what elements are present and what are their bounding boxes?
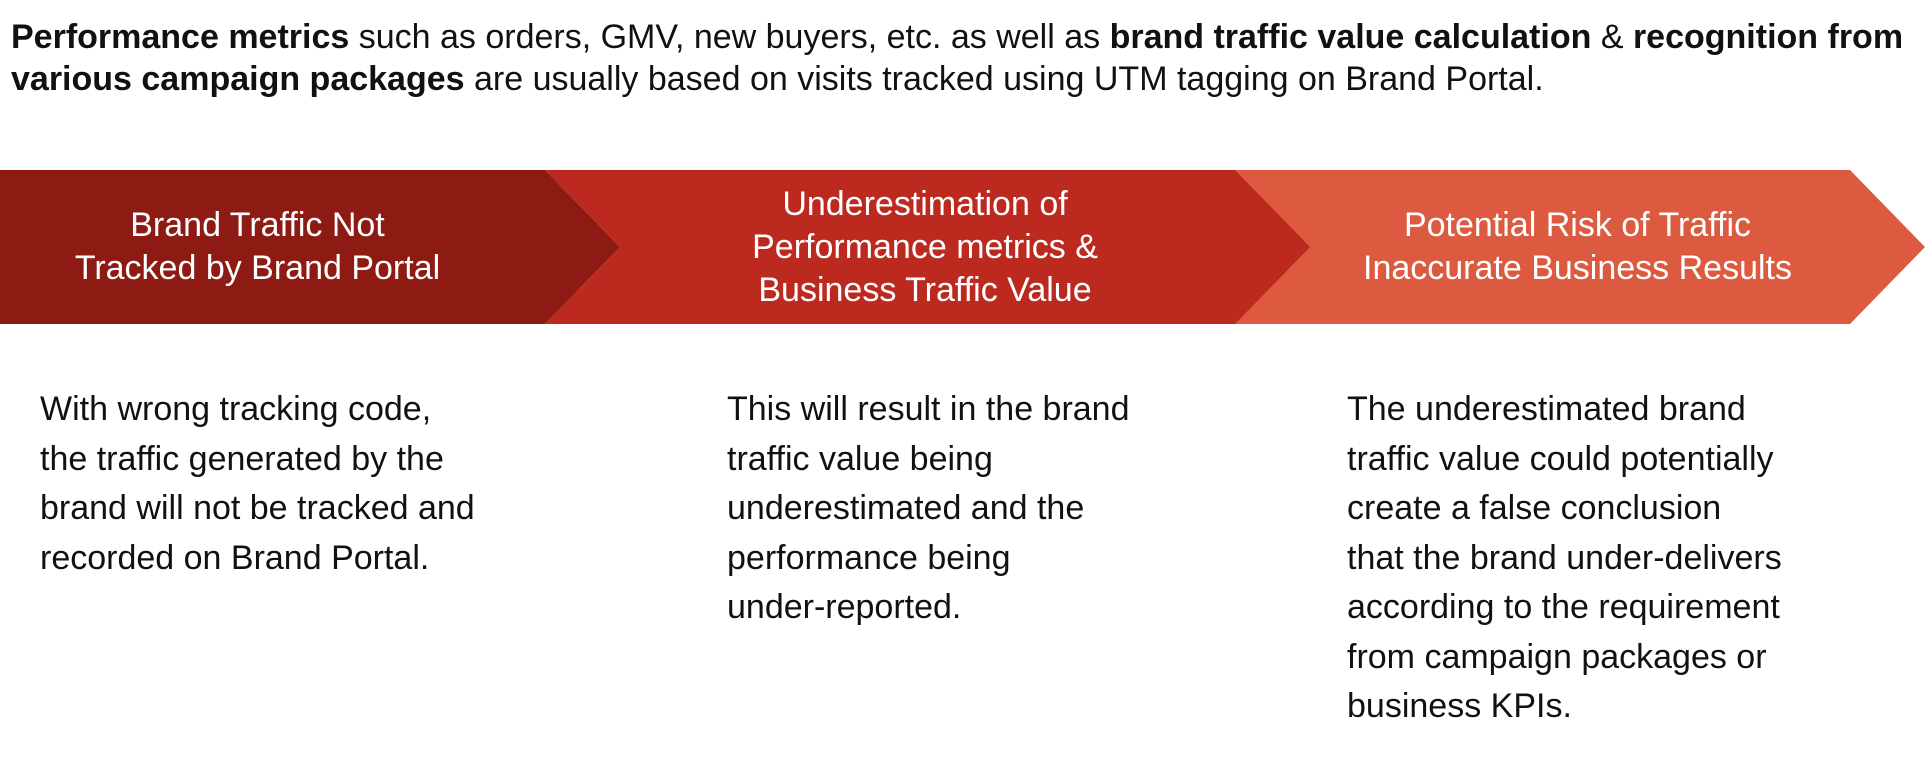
stage-1-description: With wrong tracking code, the traffic ge… — [40, 385, 475, 583]
stage-3-title: Potential Risk of Traffic Inaccurate Bus… — [1305, 170, 1850, 324]
stage-3-description-line: create a false conclusion — [1347, 489, 1722, 527]
intro-bold-recognition: recognition from various campaign packag… — [11, 18, 1904, 98]
stage-1-description-line: brand will not be tracked and — [40, 489, 475, 527]
stage-2-description: This will result in the brand traffic va… — [727, 385, 1130, 633]
stage-2-description-line: This will result in the brand — [727, 390, 1130, 428]
stage-2-description-line: underestimated and the — [727, 489, 1085, 527]
stage-2-description-line: performance being — [727, 538, 1011, 577]
stage-1-title: Brand Traffic Not Tracked by Brand Porta… — [0, 170, 515, 324]
stage-1-title-line: Brand Traffic Not — [130, 206, 385, 244]
stage-2-title-line: Business Traffic Value — [758, 270, 1092, 309]
stage-1-title-line: Tracked by Brand Portal — [74, 249, 441, 287]
intro-text: Performance metrics such as orders, GMV,… — [11, 16, 1911, 100]
intro-bold-brand-traffic-value: brand traffic value calculation — [1109, 18, 1592, 56]
stage-3-description-line: according to the requirement — [1347, 588, 1780, 626]
intro-text-part: such as orders, GMV, new buyers, etc. as… — [349, 18, 1110, 56]
stage-3-description: The underestimated brand traffic value c… — [1347, 385, 1782, 732]
stage-3-title-line: Potential Risk of Traffic — [1403, 206, 1752, 244]
stage-1-description-line: the traffic generated by the — [40, 439, 444, 478]
stage-2-title-line: Underestimation of — [782, 184, 1068, 223]
stage-3-description-line: business KPIs. — [1347, 687, 1572, 725]
stage-2-description-line: under-reported. — [727, 588, 962, 626]
stage-3-description-line: that the brand under-delivers — [1347, 538, 1782, 577]
stage-3-description-line: from campaign packages or — [1347, 637, 1767, 676]
stage-3-description-line: traffic value could potentially — [1347, 439, 1774, 478]
intro-text-part: are usually based on visits tracked usin… — [464, 60, 1544, 98]
stage-1-description-line: With wrong tracking code, — [40, 390, 432, 428]
stage-2-title: Underestimation of Performance metrics &… — [620, 170, 1230, 324]
stage-arrow-3 — [1230, 170, 1925, 324]
stage-1-description-line: recorded on Brand Portal. — [40, 538, 430, 577]
intro-text-part: & — [1591, 18, 1633, 56]
process-arrows — [0, 170, 1925, 324]
stage-2-title-line: Performance metrics & — [752, 227, 1098, 266]
stage-2-description-line: traffic value being — [727, 439, 993, 478]
stage-arrow-1 — [0, 170, 620, 324]
stage-3-title-line: Inaccurate Business Results — [1363, 249, 1792, 287]
intro-bold-performance-metrics: Performance metrics — [11, 18, 350, 56]
stage-3-description-line: The underestimated brand — [1347, 390, 1746, 428]
stage-arrow-2 — [545, 170, 1310, 324]
